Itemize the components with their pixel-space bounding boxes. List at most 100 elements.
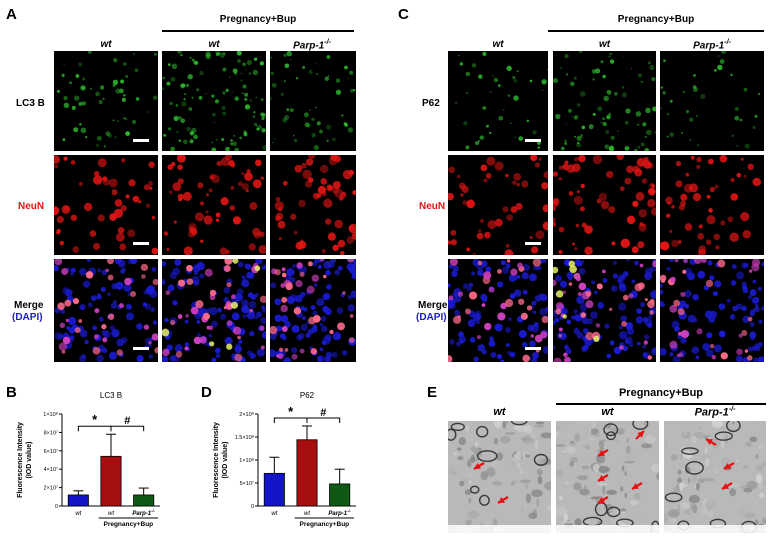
organelle	[744, 512, 756, 519]
dapi-nucleus	[291, 324, 300, 333]
green-puncta	[234, 147, 239, 151]
neun-cell	[611, 241, 616, 246]
green-puncta	[248, 72, 251, 75]
dapi-nucleus	[606, 353, 612, 359]
dapi-nucleus	[651, 348, 656, 356]
green-puncta	[663, 59, 666, 62]
neun-cell	[282, 180, 288, 186]
merged-cell	[481, 303, 486, 308]
neun-cell	[225, 249, 230, 255]
dapi-nucleus	[274, 314, 283, 322]
green-puncta	[541, 89, 544, 91]
green-puncta	[565, 123, 568, 125]
merged-cell	[237, 335, 241, 340]
dapi-nucleus	[162, 261, 167, 267]
organelle	[508, 491, 512, 498]
merged-cell	[85, 271, 94, 279]
dapi-nucleus	[87, 302, 93, 308]
panel-a-lc3b-preg-wt-image	[162, 51, 266, 151]
dapi-nucleus	[538, 293, 544, 299]
green-puncta	[191, 127, 197, 133]
dapi-nucleus	[256, 311, 262, 318]
dapi-nucleus	[672, 355, 681, 362]
green-puncta	[458, 54, 460, 57]
merged-cell	[281, 326, 288, 333]
organelle	[593, 432, 601, 438]
green-puncta	[622, 55, 625, 57]
dapi-nucleus	[489, 336, 494, 342]
neun-cell	[320, 164, 329, 174]
neun-cell	[680, 193, 688, 201]
green-puncta	[576, 135, 582, 141]
green-puncta	[180, 118, 186, 124]
merged-cell	[670, 276, 676, 283]
panel-a-scale-bar-1	[133, 139, 149, 142]
dapi-nucleus	[505, 327, 511, 333]
red-arrow-icon	[705, 438, 717, 446]
vacuole	[606, 431, 616, 441]
green-puncta	[326, 124, 332, 130]
green-puncta	[261, 116, 265, 121]
neun-cell	[208, 188, 213, 193]
vacuole	[469, 485, 480, 494]
merged-cell	[260, 345, 265, 350]
chart-p62: P62 Fluorescence Intensity (IOD value) 0 5×1…	[213, 391, 356, 528]
green-puncta	[603, 95, 609, 102]
neun-cell	[260, 176, 265, 180]
green-puncta	[327, 75, 330, 77]
organelle	[540, 432, 551, 439]
green-puncta	[513, 95, 519, 101]
dapi-nucleus	[591, 280, 596, 285]
dapi-nucleus	[469, 336, 476, 343]
green-puncta	[630, 67, 633, 70]
merged-cell	[284, 347, 289, 352]
green-puncta	[78, 62, 83, 67]
merged-cell	[563, 352, 568, 358]
dapi-nucleus	[220, 313, 227, 320]
merged-cell	[649, 310, 654, 315]
dapi-nucleus	[325, 269, 331, 276]
dapi-nucleus	[613, 346, 622, 355]
dapi-nucleus	[79, 304, 86, 311]
green-puncta	[191, 96, 194, 99]
dapi-nucleus	[522, 263, 531, 272]
dapi-nucleus	[148, 354, 154, 359]
green-puncta	[283, 80, 286, 82]
dapi-nucleus	[496, 281, 504, 288]
neun-cell	[675, 160, 682, 167]
dapi-nucleus	[70, 267, 76, 273]
green-puncta	[719, 59, 725, 64]
dapi-nucleus	[280, 314, 289, 323]
merged-cell	[310, 348, 318, 355]
organelle	[531, 489, 543, 498]
neun-cell	[685, 172, 690, 177]
organelle	[698, 477, 705, 484]
green-puncta	[95, 93, 98, 95]
bar	[296, 439, 318, 507]
colocalized-cell	[555, 290, 564, 298]
dapi-nucleus	[96, 354, 104, 362]
dapi-nucleus	[449, 339, 455, 345]
neun-cell	[246, 169, 251, 174]
organelle	[574, 518, 582, 527]
green-puncta	[176, 131, 179, 134]
dapi-nucleus	[162, 355, 169, 362]
organelle	[670, 453, 678, 461]
dapi-nucleus	[67, 316, 77, 326]
merged-cell	[497, 312, 506, 321]
dapi-nucleus	[115, 281, 124, 290]
green-puncta	[253, 122, 258, 127]
green-puncta	[311, 117, 315, 122]
organelle	[705, 457, 709, 467]
organelle	[705, 499, 716, 510]
green-puncta	[232, 91, 234, 93]
green-puncta	[479, 135, 485, 140]
green-puncta	[185, 83, 190, 88]
dapi-nucleus	[593, 290, 598, 295]
green-puncta	[568, 108, 572, 113]
dapi-nucleus	[635, 316, 644, 324]
dapi-nucleus	[319, 322, 324, 327]
organelle	[762, 517, 766, 524]
dapi-nucleus	[209, 307, 218, 316]
green-puncta	[324, 76, 329, 81]
